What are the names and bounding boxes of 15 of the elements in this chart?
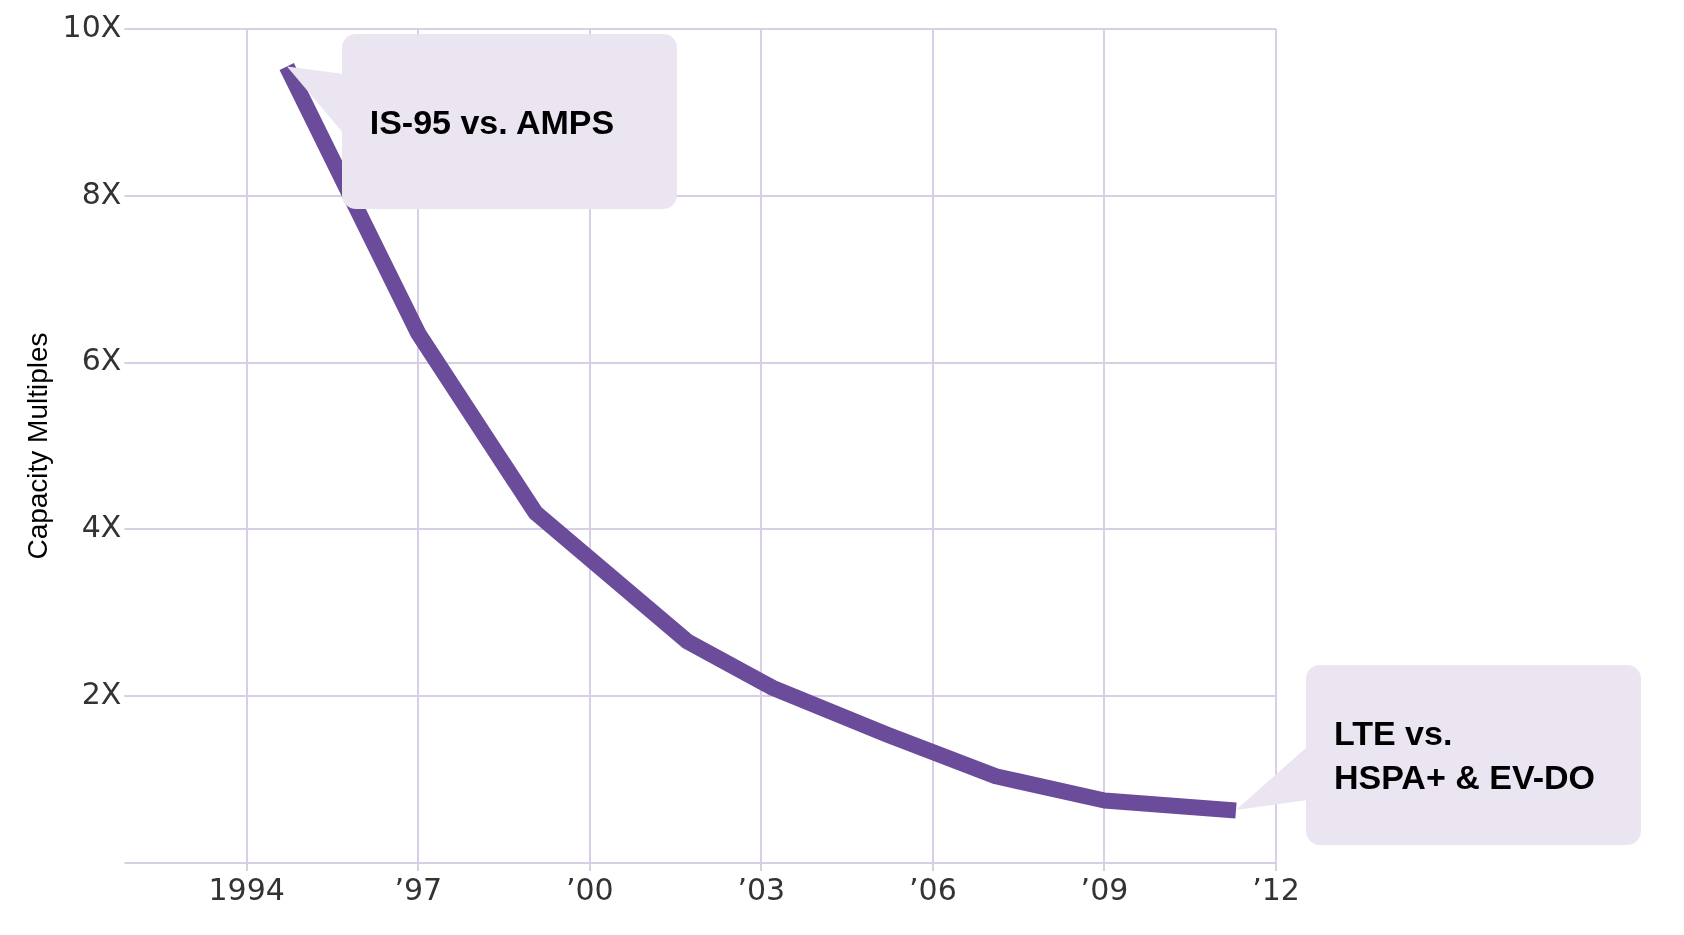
y-tick-label: 6X <box>81 342 122 378</box>
x-tick-label: ’12 <box>1252 871 1300 907</box>
y-tick-label: 8X <box>81 175 122 211</box>
y-tick-label: 4X <box>81 509 122 545</box>
x-tick-label: 1994 <box>208 871 285 907</box>
x-tick-label: ’00 <box>565 871 614 907</box>
annotation: LTE vs. HSPA+ & EV-DO <box>1333 713 1596 799</box>
x-tick-label: ’09 <box>1080 871 1129 907</box>
x-tick-label: ’06 <box>909 871 957 907</box>
y-tick-label: 10X <box>62 8 122 44</box>
x-tick-label: ’97 <box>394 871 443 907</box>
y-tick-label: 2X <box>81 676 122 711</box>
y-axis-title: Capacity Multiples <box>21 332 53 560</box>
x-tick-label: ’03 <box>737 871 786 907</box>
annotation: IS-95 vs. AMPS <box>369 101 615 143</box>
